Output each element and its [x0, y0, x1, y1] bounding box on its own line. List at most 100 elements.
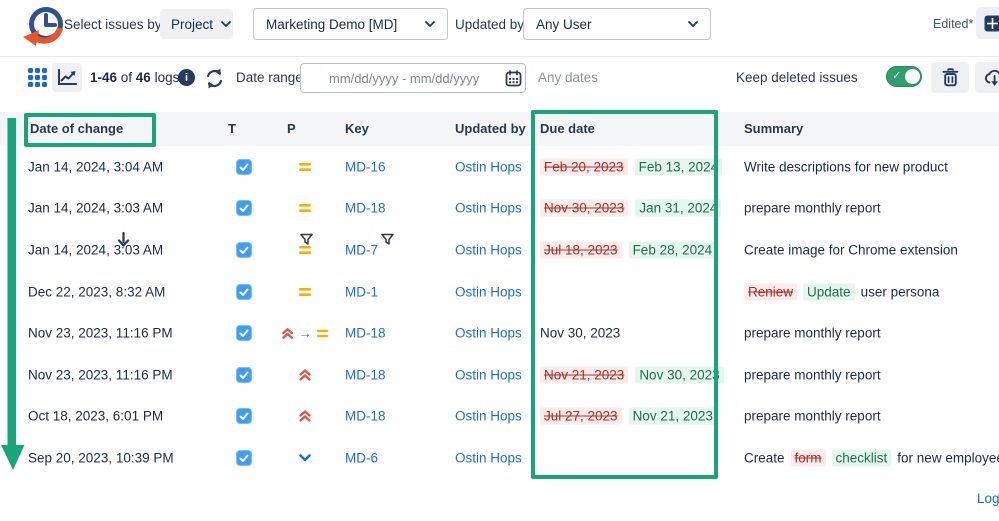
due-date-new-value: Jan 31, 2024: [635, 199, 722, 217]
table-row: Jan 14, 2024, 3:03 AM MD-18 Ostin Hops Nov …: [0, 188, 999, 230]
issue-key-link[interactable]: MD-16: [345, 159, 386, 175]
issue-key-link[interactable]: MD-7: [345, 242, 378, 258]
updated-by-link[interactable]: Ostin Hops: [455, 367, 522, 383]
priority-medium-icon: [299, 245, 311, 254]
updated-by-label: Updated by:: [455, 17, 528, 32]
summary-cell: Reniew Update user persona: [744, 283, 939, 301]
updated-by-link[interactable]: Ostin Hops: [455, 325, 522, 341]
keep-deleted-toggle[interactable]: ✓: [886, 66, 922, 87]
task-type-icon: [236, 200, 252, 217]
date-of-change-cell: Dec 22, 2023, 8:32 AM: [28, 284, 166, 300]
summary-text: prepare monthly report: [744, 200, 881, 216]
date-of-change-cell: Jan 14, 2024, 3:04 AM: [28, 159, 164, 175]
user-value: Any User: [536, 16, 592, 32]
issue-key-link[interactable]: MD-18: [345, 325, 386, 341]
summary-added: checklist: [831, 449, 892, 467]
cloud-download-icon: [984, 69, 999, 86]
due-date-cell: Jul 18, 2023 Feb 28, 2024: [540, 241, 717, 259]
logs-count: 1-46 of 46 logs: [90, 70, 180, 85]
updated-by-link[interactable]: Ostin Hops: [455, 159, 522, 175]
col-updated-by[interactable]: Updated by: [455, 121, 526, 136]
select-by-dropdown[interactable]: Project: [160, 9, 233, 39]
updated-by-link[interactable]: Ostin Hops: [455, 408, 522, 424]
date-of-change-cell: Oct 18, 2023, 6:01 PM: [28, 408, 164, 424]
summary-cell: Create image for Chrome extension: [744, 242, 958, 257]
change-arrow-icon: →: [298, 325, 312, 341]
updated-by-link[interactable]: Ostin Hops: [455, 200, 522, 216]
col-priority[interactable]: P: [287, 121, 296, 136]
grid-view-icon[interactable]: [28, 68, 47, 87]
priority-medium-icon: [299, 204, 311, 213]
chart-view-button[interactable]: [52, 63, 82, 92]
due-date-value: Nov 30, 2023: [540, 325, 621, 341]
col-summary[interactable]: Summary: [744, 121, 804, 136]
sort-desc-icon[interactable]: [116, 231, 131, 248]
table-row: Nov 23, 2023, 11:16 PM MD-18 Ostin Hops Nov…: [0, 354, 999, 396]
date-range-label: Date range:: [236, 70, 307, 85]
updated-by-link[interactable]: Ostin Hops: [455, 450, 522, 466]
summary-text: prepare monthly report: [744, 367, 881, 383]
col-date-of-change[interactable]: Date of change: [30, 121, 124, 136]
trash-icon: [942, 68, 958, 87]
priority-high-icon: [282, 327, 294, 339]
task-type-icon: [236, 366, 252, 383]
date-range-field: [300, 63, 526, 93]
summary-removed: Reniew: [744, 283, 798, 301]
type-cell: [236, 366, 252, 383]
check-icon: [239, 412, 249, 421]
col-key[interactable]: Key: [345, 121, 369, 136]
refresh-icon[interactable]: [203, 67, 226, 90]
summary-cell: prepare monthly report: [744, 367, 881, 382]
priority-filter-icon[interactable]: [300, 233, 313, 246]
delete-logs-button[interactable]: [931, 62, 969, 93]
table-row: Jan 14, 2024, 3:03 AM MD-7 Ostin Hops Jul 1…: [0, 229, 999, 271]
col-due-date[interactable]: Due date: [540, 121, 595, 136]
updated-by-link[interactable]: Ostin Hops: [455, 284, 522, 300]
keep-deleted-label: Keep deleted issues: [736, 70, 858, 85]
check-icon: [239, 371, 249, 379]
app-logo-icon: [23, 7, 63, 46]
date-range-input[interactable]: [301, 64, 505, 92]
info-icon[interactable]: i: [178, 69, 195, 86]
updated-by-link[interactable]: Ostin Hops: [455, 242, 522, 258]
task-type-icon: [236, 325, 252, 342]
due-date-new-value: Nov 21, 2023: [628, 407, 717, 425]
chevron-down-icon: [221, 21, 231, 27]
priority-cell: [281, 409, 329, 423]
user-dropdown[interactable]: Any User: [523, 8, 711, 40]
toggle-knob: [904, 68, 920, 84]
summary-cell: prepare monthly report: [744, 409, 881, 424]
due-date-old-value: Feb 20, 2023: [540, 158, 628, 176]
date-of-change-cell: Jan 14, 2024, 3:03 AM: [28, 200, 164, 216]
priority-cell: →: [281, 326, 329, 341]
due-date-old-value: Jul 18, 2023: [540, 241, 622, 259]
issue-key-link[interactable]: MD-6: [345, 450, 378, 466]
summary-removed: form: [790, 449, 826, 467]
summary-text: prepare monthly report: [744, 325, 881, 341]
issue-key-link[interactable]: MD-18: [345, 367, 386, 383]
due-date-old-value: Jul 27, 2023: [540, 407, 622, 425]
summary-added: Update: [803, 283, 855, 301]
select-issues-by-label: Select issues by:: [64, 17, 166, 32]
due-date-new-value: Nov 30, 2023: [635, 366, 724, 384]
summary-text: Write descriptions for new product: [744, 159, 948, 175]
priority-cell: [281, 286, 329, 298]
due-date-cell: Feb 20, 2023 Feb 13, 2024: [540, 158, 723, 176]
issue-key-link[interactable]: MD-1: [345, 284, 378, 300]
key-filter-icon[interactable]: [381, 233, 394, 246]
calendar-icon[interactable]: [505, 69, 522, 87]
col-type[interactable]: T: [228, 121, 236, 136]
summary-cell: prepare monthly report: [744, 201, 881, 216]
table-row: Nov 23, 2023, 11:16 PM → MD-18 Ostin Hops No…: [0, 312, 999, 354]
project-dropdown[interactable]: Marketing Demo [MD]: [253, 8, 448, 40]
table-row: Oct 18, 2023, 6:01 PM MD-18 Ostin Hops Jul …: [0, 396, 999, 438]
due-date-new-value: Feb 28, 2024: [628, 241, 717, 259]
priority-cell: [281, 202, 329, 214]
logs-per-page-link[interactable]: Logs: [977, 491, 999, 506]
task-type-icon: [236, 283, 252, 300]
export-button[interactable]: [975, 62, 999, 93]
issue-key-link[interactable]: MD-18: [345, 408, 386, 424]
priority-medium-icon: [316, 329, 329, 337]
view-toggle-button[interactable]: [976, 7, 999, 39]
issue-key-link[interactable]: MD-18: [345, 200, 386, 216]
